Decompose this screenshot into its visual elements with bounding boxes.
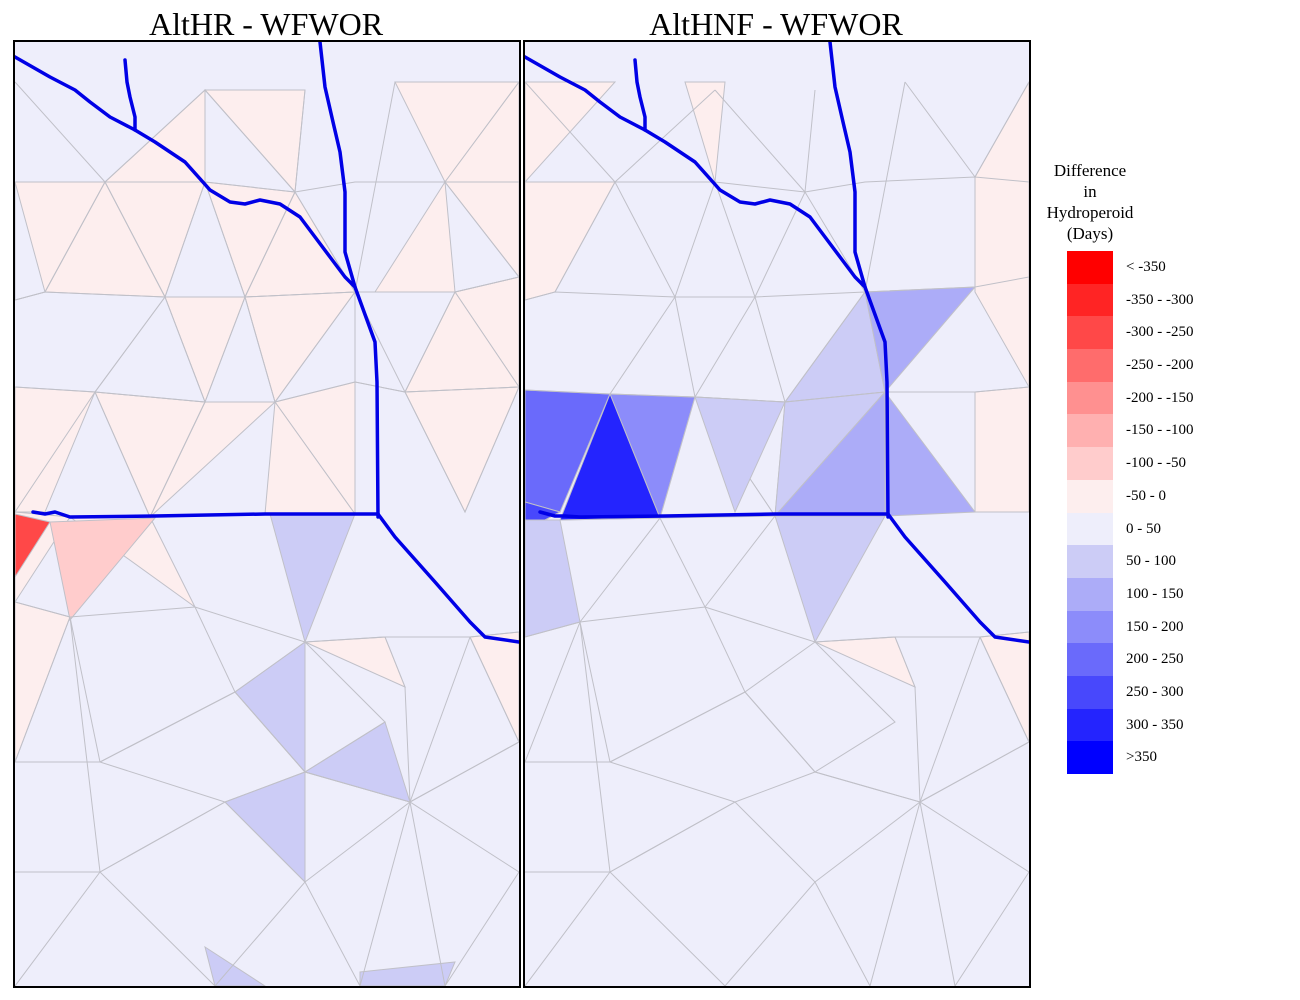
legend-label: -150 - -100 [1126,422,1194,439]
panel-title-left: AltHR - WFWOR [148,6,384,42]
legend-title-line: in [1083,182,1097,201]
legend-swatch [1067,414,1113,448]
legend-label: -250 - -200 [1126,357,1194,374]
legend-label: 300 - 350 [1126,716,1184,733]
legend-swatch [1067,349,1113,382]
map-panel-right[interactable] [523,40,1031,988]
legend-swatch [1067,479,1113,513]
legend-label: -350 - -300 [1126,291,1194,308]
legend-swatch [1067,610,1113,644]
legend-title-line: Difference [1053,161,1127,180]
legend-label: 0 - 50 [1126,520,1161,537]
legend-label: >350 [1126,749,1157,766]
legend-swatch [1067,381,1113,415]
legend-label: 250 - 300 [1126,683,1184,700]
mesh-lines [525,81,1029,986]
legend-swatch [1067,643,1113,676]
legend-labels: < -350 -350 - -300 -300 - -250 -250 - -200 -… [1126,251,1194,774]
legend-swatch [1067,675,1113,709]
legend-swatch [1067,447,1113,480]
legend-swatch [1067,283,1113,317]
legend-label: 50 - 100 [1126,553,1176,570]
canal-network [525,42,1029,644]
map-panel-left[interactable] [13,40,521,988]
legend-label: -100 - -50 [1126,455,1186,472]
panel-title-right: AltHNF - WFWOR [649,6,903,42]
legend-label: < -350 [1126,259,1166,275]
legend-swatch [1067,708,1113,742]
legend-label: 200 - 250 [1126,651,1184,668]
legend-label: 150 - 200 [1126,618,1184,635]
legend-label: 100 - 150 [1126,585,1184,602]
map-right-svg [525,42,1029,986]
canal-network [15,42,519,644]
legend-label: -300 - -250 [1126,324,1194,341]
legend-title: Difference in Hydroperoid (Days) [1030,160,1150,244]
legend-label: -50 - 0 [1126,487,1166,504]
legend-swatch [1067,251,1113,284]
legend-swatch [1067,316,1113,350]
legend-swatch [1067,577,1113,611]
legend-swatch [1067,512,1113,546]
legend-swatches [1067,251,1113,774]
map-left-svg [15,42,519,986]
mesh-lines [15,81,519,986]
legend-label: -200 - -150 [1126,389,1194,406]
legend-swatch [1067,741,1113,774]
legend-title-line: Hydroperoid [1046,203,1134,222]
legend-title-line: (Days) [1066,224,1114,243]
legend-swatch [1067,545,1113,578]
